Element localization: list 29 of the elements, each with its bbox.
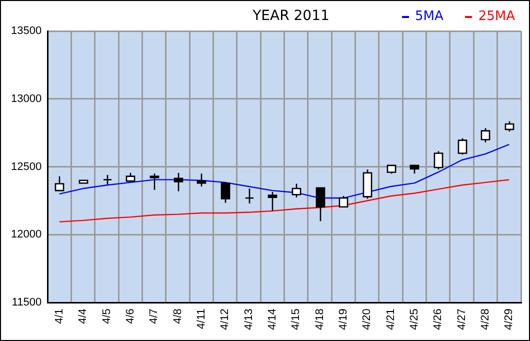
x-tick-label: 4/7 [148, 308, 160, 324]
x-tick-label: 4/4 [77, 308, 90, 324]
x-tick-label: 4/8 [172, 308, 184, 324]
x-tick-label: 4/19 [338, 308, 350, 330]
x-tick-label: 4/25 [408, 308, 421, 330]
x-tick-label: 4/5 [100, 308, 113, 324]
x-tick-label: 4/11 [195, 308, 208, 330]
x-tick-label: 4/18 [314, 308, 326, 330]
y-tick-label: 12500 [10, 160, 42, 173]
x-tick-label: 4/28 [480, 308, 492, 330]
x-tick-label: 4/12 [219, 308, 232, 330]
y-tick-label: 12000 [10, 228, 42, 241]
y-tick-label: 11500 [12, 296, 42, 309]
x-tick-label: 4/29 [503, 308, 516, 330]
x-tick-label: 4/21 [384, 308, 397, 330]
x-tick-label: 4/20 [361, 308, 374, 330]
chart-title: YEAR 2011 [252, 8, 330, 24]
x-tick-label: 4/6 [124, 308, 136, 324]
candlestick [102, 174, 112, 186]
x-tick-label: 4/27 [456, 308, 468, 330]
legend-label: 5MA [414, 9, 444, 24]
x-tick-label: 4/1 [53, 308, 66, 324]
x-tick-label: 4/13 [242, 308, 255, 330]
x-tick-label: 4/15 [290, 308, 302, 330]
y-tick-label: 13000 [10, 92, 42, 105]
legend-label: 25MA [478, 9, 515, 24]
y-tick-label: 13500 [10, 25, 42, 38]
x-tick-label: 4/26 [432, 308, 444, 330]
x-tick-label: 4/14 [266, 308, 278, 330]
